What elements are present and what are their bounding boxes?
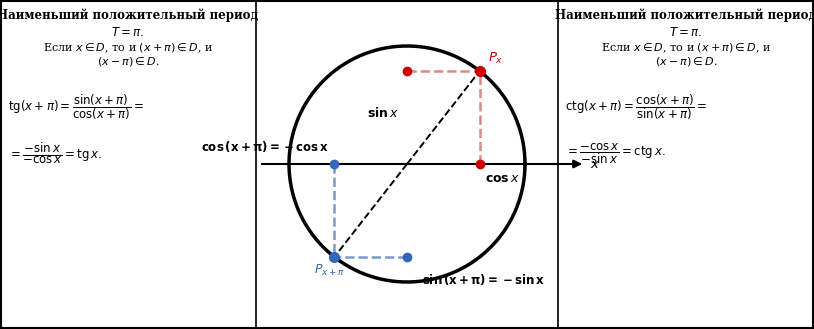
Text: $=\dfrac{-\cos x}{-\sin x}=\mathrm{ctg}\,x.$: $=\dfrac{-\cos x}{-\sin x}=\mathrm{ctg}\… <box>565 142 666 166</box>
Text: $T = \pi.$: $T = \pi.$ <box>112 26 145 39</box>
Text: Если $x \in D$, то и $(x + \pi) \in D$, и: Если $x \in D$, то и $(x + \pi) \in D$, … <box>43 41 213 55</box>
Text: $P_x$: $P_x$ <box>488 51 503 66</box>
Text: $\mathrm{tg}(x+\pi)=\dfrac{\sin(x+\pi)}{\cos(x+\pi)}=$: $\mathrm{tg}(x+\pi)=\dfrac{\sin(x+\pi)}{… <box>8 92 144 122</box>
Text: $=\dfrac{-\sin x}{-\cos x}=\mathrm{tg}\,x.$: $=\dfrac{-\sin x}{-\cos x}=\mathrm{tg}\,… <box>8 142 103 166</box>
Text: $\mathrm{ctg}(x+\pi)=\dfrac{\cos(x+\pi)}{\sin(x+\pi)}=$: $\mathrm{ctg}(x+\pi)=\dfrac{\cos(x+\pi)}… <box>565 92 707 122</box>
Text: $\mathbf{sin\,(x+\pi)=-sin\,x}$: $\mathbf{sin\,(x+\pi)=-sin\,x}$ <box>422 272 545 287</box>
Text: $T = \pi.$: $T = \pi.$ <box>669 26 702 39</box>
Text: $x$: $x$ <box>590 158 600 170</box>
Text: Если $x \in D$, то и $(x + \pi) \in D$, и: Если $x \in D$, то и $(x + \pi) \in D$, … <box>601 41 771 55</box>
Text: Наименьший положительный период: Наименьший положительный период <box>555 9 814 22</box>
Text: $\mathbf{cos}\,x$: $\mathbf{cos}\,x$ <box>484 172 519 185</box>
Text: $(x - \pi) \in D$.: $(x - \pi) \in D$. <box>654 55 717 68</box>
Text: $P_{x+\pi}$: $P_{x+\pi}$ <box>314 263 345 278</box>
Text: Наименьший положительный период: Наименьший положительный период <box>0 9 259 22</box>
Text: $(x - \pi) \in D$.: $(x - \pi) \in D$. <box>97 55 160 68</box>
Text: $\mathbf{cos\,(x+\pi)=-cos\,x}$: $\mathbf{cos\,(x+\pi)=-cos\,x}$ <box>201 139 330 154</box>
Text: $\mathbf{sin}\,x$: $\mathbf{sin}\,x$ <box>367 106 399 119</box>
